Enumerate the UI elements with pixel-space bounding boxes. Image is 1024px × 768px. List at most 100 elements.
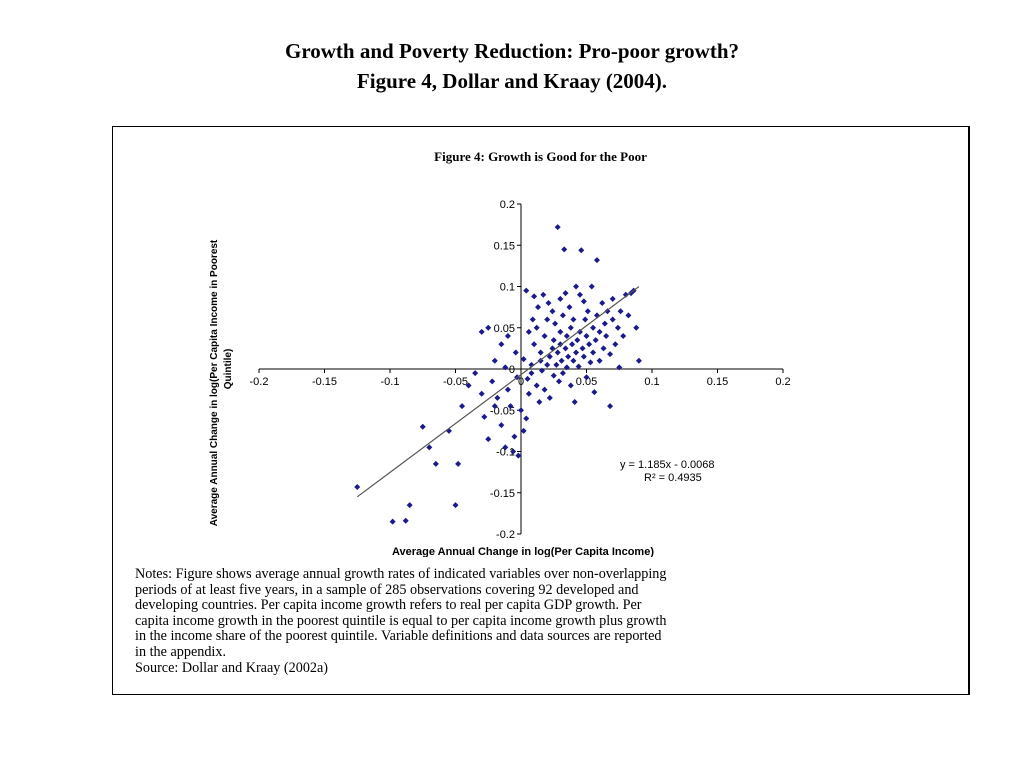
data-point [523,415,530,422]
data-point [616,364,623,371]
notes-line: Notes: Figure shows average annual growt… [135,566,667,582]
data-point [531,293,538,300]
data-point [593,257,600,264]
scatter-plot: -0.2 -0.15 -0.1 -0.05 0 0.05 0.1 0.15 0.2 0.2 0.15… [209,199,791,557]
data-point [540,291,547,298]
data-point [510,448,517,455]
data-point [537,349,544,356]
data-point [570,357,577,364]
r-squared-label: R² = 0.4935 [644,472,702,484]
data-point [419,423,426,430]
data-point [625,312,632,319]
data-point [569,341,576,348]
data-point [546,394,553,401]
data-point [555,378,562,385]
data-point [389,518,396,525]
x-tick-label: -0.15 [312,376,337,388]
data-point [478,328,485,335]
data-point [533,382,540,389]
data-point [559,370,566,377]
x-tick-label: 0 [518,376,524,388]
data-point [485,324,492,331]
data-point [607,403,614,410]
y-tick-label: -0.15 [490,488,515,500]
data-point [570,316,577,323]
data-point [580,353,587,360]
y-tick-label: 0 [509,364,515,376]
data-point [481,413,488,420]
data-point [563,333,570,339]
x-axis-title: Average Annual Change in log(Per Capita … [392,546,654,557]
data-point [536,399,543,405]
data-point [573,283,580,290]
data-point [525,390,532,397]
data-point [504,386,511,393]
y-tick-label: 0.1 [500,282,515,294]
data-point [549,308,556,315]
trendline [356,286,640,498]
data-point [584,308,591,315]
data-point [550,337,557,344]
data-point [557,328,564,335]
data-point [571,399,578,405]
data-point [504,333,511,339]
data-point [459,403,466,410]
y-tick-label: -0.2 [496,529,515,541]
data-point [635,357,642,364]
data-point [609,316,616,323]
data-point [557,295,564,302]
data-point [354,483,361,490]
data-point [576,291,583,298]
data-point [472,370,479,377]
data-point [633,324,640,331]
data-point [596,328,603,335]
data-point [567,382,574,389]
data-point [563,364,570,371]
data-point [574,337,581,344]
y-tick-label: 0.15 [494,240,515,252]
equation-label: y = 1.185x - 0.0068 [620,459,714,471]
data-point [596,357,603,364]
data-point [494,394,501,401]
notes-line: in the appendix. [135,643,227,660]
slide-title: Growth and Poverty Reduction: Pro-poor g… [0,36,1024,96]
x-tick-label: 0.05 [576,376,597,388]
data-point [491,403,498,410]
data-point [528,370,535,377]
data-point [600,345,607,352]
data-point [524,375,531,382]
data-point [562,345,569,352]
x-tick-label: 0.15 [707,376,728,388]
y-tick-label: -0.05 [490,405,515,417]
figure-panel: Figure 4: Growth is Good for the Poor -0… [112,126,970,695]
data-point [573,349,580,356]
data-point [567,324,574,331]
data-point [489,378,496,385]
data-point [622,291,629,298]
data-point [520,427,527,434]
data-point [546,353,553,360]
data-point [491,357,498,364]
data-point [591,389,598,396]
data-point [559,312,566,319]
data-point [617,308,624,315]
data-point [538,367,545,374]
notes-line: in the income share of the poorest quint… [135,628,662,645]
figure-source: Source: Dollar and Kraay (2002a) [135,659,329,676]
data-point [576,328,583,335]
data-point [583,374,590,381]
notes-line: capita income growth in the poorest quin… [135,612,667,629]
data-point [612,341,619,348]
data-point [599,300,606,306]
data-point [518,407,524,414]
data-point [455,460,462,467]
data-point [537,357,544,364]
data-point [590,324,597,331]
data-point [544,361,551,368]
notes-line: periods of at least five years, in a sam… [135,581,639,598]
data-point [620,333,627,339]
data-point [502,364,509,371]
x-tick-label: 0.1 [644,376,659,388]
data-point [529,316,536,323]
data-point [562,290,569,297]
